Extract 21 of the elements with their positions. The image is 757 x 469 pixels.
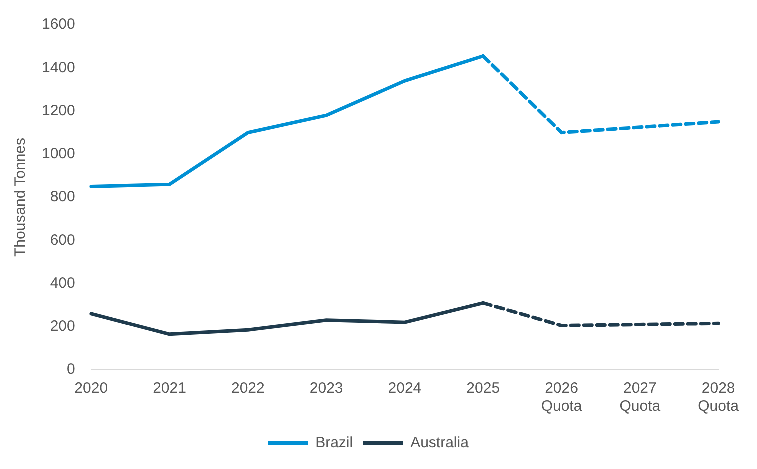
x-tick-label: 2027 Quota bbox=[620, 380, 662, 416]
y-tick-label: 0 bbox=[67, 361, 76, 378]
y-tick-label: 400 bbox=[50, 274, 76, 292]
y-tick-label: 1400 bbox=[42, 59, 76, 76]
legend-label: Brazil bbox=[316, 434, 354, 452]
x-tick-label: 2021 bbox=[153, 380, 186, 398]
x-tick-label: 2025 bbox=[466, 380, 500, 398]
y-tick-label: 1200 bbox=[42, 102, 76, 120]
y-tick-label: 1600 bbox=[42, 16, 76, 34]
x-tick-label: 2028 Quota bbox=[698, 380, 740, 416]
y-tick-label: 600 bbox=[50, 232, 76, 249]
x-tick-label: 2020 bbox=[74, 380, 108, 398]
legend-label: Australia bbox=[410, 434, 470, 452]
x-tick-label: 2023 bbox=[310, 380, 344, 398]
y-axis-title: Thousand Tonnes bbox=[12, 138, 30, 257]
y-tick-label: 800 bbox=[50, 188, 76, 206]
x-tick-label: 2024 bbox=[388, 380, 422, 398]
y-tick-label: 1000 bbox=[42, 146, 76, 163]
y-tick-label: 200 bbox=[50, 318, 76, 336]
x-tick-label: 2026 Quota bbox=[541, 380, 583, 416]
x-tick-label: 2022 bbox=[231, 380, 265, 398]
